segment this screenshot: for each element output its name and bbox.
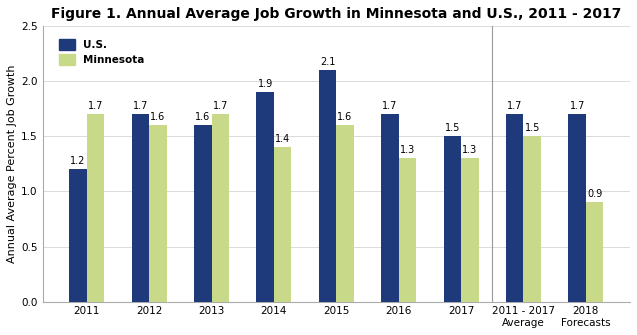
Bar — [506, 114, 524, 302]
Bar — [132, 114, 149, 302]
Text: 2.1: 2.1 — [320, 57, 335, 67]
Text: 1.7: 1.7 — [213, 101, 228, 111]
Title: Figure 1. Annual Average Job Growth in Minnesota and U.S., 2011 - 2017: Figure 1. Annual Average Job Growth in M… — [51, 7, 622, 21]
Bar — [87, 114, 104, 302]
Bar — [336, 125, 354, 302]
Bar — [443, 136, 461, 302]
Bar — [69, 170, 87, 302]
Text: 1.7: 1.7 — [88, 101, 103, 111]
Legend: U.S., Minnesota: U.S., Minnesota — [54, 34, 150, 71]
Bar — [524, 136, 541, 302]
Text: 1.7: 1.7 — [382, 101, 397, 111]
Text: 0.9: 0.9 — [587, 189, 602, 199]
Bar — [274, 147, 291, 302]
Text: 1.6: 1.6 — [338, 112, 353, 122]
Bar — [568, 114, 586, 302]
Bar — [399, 158, 416, 302]
Bar — [194, 125, 211, 302]
Bar — [257, 92, 274, 302]
Text: 1.5: 1.5 — [445, 123, 460, 133]
Bar — [149, 125, 167, 302]
Text: 1.3: 1.3 — [400, 145, 415, 155]
Text: 1.6: 1.6 — [150, 112, 166, 122]
Bar — [586, 202, 603, 302]
Text: 1.7: 1.7 — [132, 101, 148, 111]
Text: 1.5: 1.5 — [524, 123, 540, 133]
Text: 1.3: 1.3 — [462, 145, 478, 155]
Bar — [319, 70, 336, 302]
Y-axis label: Annual Average Percent Job Growth: Annual Average Percent Job Growth — [7, 65, 17, 263]
Bar — [461, 158, 478, 302]
Bar — [211, 114, 229, 302]
Text: 1.6: 1.6 — [195, 112, 210, 122]
Text: 1.2: 1.2 — [70, 156, 86, 166]
Text: 1.9: 1.9 — [257, 79, 273, 89]
Text: 1.4: 1.4 — [275, 134, 290, 144]
Text: 1.7: 1.7 — [507, 101, 522, 111]
Text: 1.7: 1.7 — [569, 101, 585, 111]
Bar — [382, 114, 399, 302]
